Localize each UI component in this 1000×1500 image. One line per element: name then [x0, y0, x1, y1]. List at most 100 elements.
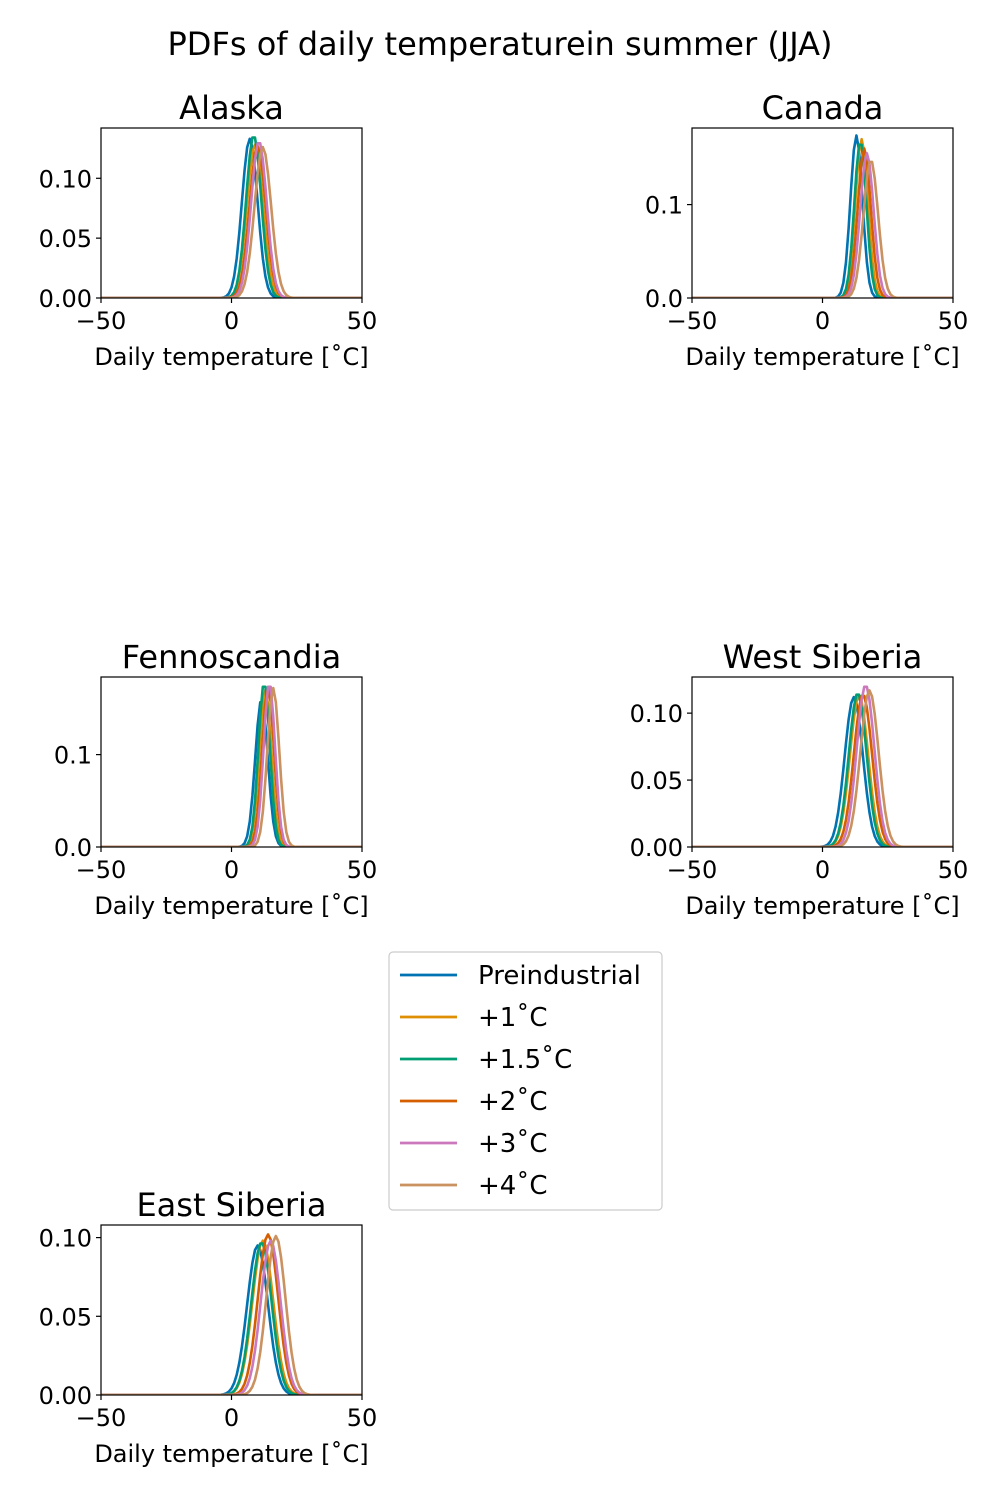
series-line-1-c — [101, 1239, 362, 1395]
x-tick-label: 0 — [224, 856, 239, 884]
panel-title: East Siberia — [136, 1186, 326, 1224]
x-tick-label: 50 — [347, 307, 378, 335]
series-line-preindustrial — [101, 701, 362, 847]
series-line-preindustrial — [101, 137, 362, 298]
panel-canada: Canada −50 0 50 0.0 0.1 Daily temperature [˚C] — [645, 89, 968, 371]
legend-item-1-5-c: +1.5˚C — [400, 1045, 572, 1075]
axes-frame — [691, 127, 954, 299]
series-line-2-c — [101, 1233, 362, 1395]
legend-label: Preindustrial — [478, 961, 641, 991]
y-tick-label: 0.0 — [54, 834, 92, 862]
x-tick-label: 50 — [938, 856, 969, 884]
series-group — [101, 136, 362, 298]
x-tick-label: 50 — [347, 1404, 378, 1432]
x-tick-label: −50 — [76, 1404, 127, 1432]
legend-item-1-c: +1˚C — [400, 1003, 547, 1033]
series-line-2-c — [101, 144, 362, 298]
legend-items: Preindustrial +1˚C +1.5˚C +2˚C +3˚C +4˚C — [400, 961, 641, 1201]
y-tick-label: 0.10 — [39, 1225, 92, 1253]
y-tick-label: 0.00 — [630, 834, 683, 862]
x-tick-label: 50 — [938, 307, 969, 335]
series-group — [692, 134, 953, 298]
y-tick-label: 0.1 — [645, 192, 683, 220]
y-tick-label: 0.05 — [39, 225, 92, 253]
legend-item-preindustrial: Preindustrial — [400, 961, 641, 991]
series-line-3-c — [101, 685, 362, 847]
series-line-1-c — [692, 694, 953, 847]
y-tick-label: 0.1 — [54, 742, 92, 770]
series-group — [692, 685, 953, 847]
series-line-preindustrial — [692, 695, 953, 847]
panel-title: West Siberia — [723, 638, 923, 676]
panel-title: Alaska — [179, 89, 284, 127]
series-group — [101, 685, 362, 847]
axes-frame — [691, 676, 954, 848]
series-line-4-c — [692, 689, 953, 847]
legend-label: +3˚C — [478, 1129, 547, 1159]
legend-label: +2˚C — [478, 1087, 547, 1117]
series-line-1-5-c — [101, 1242, 362, 1395]
legend-item-2-c: +2˚C — [400, 1087, 547, 1117]
panel-title: Canada — [762, 89, 884, 127]
y-tick-label: 0.05 — [630, 767, 683, 795]
series-line-1-c — [101, 688, 362, 847]
axes-frame — [100, 676, 363, 848]
series-line-1-c — [692, 137, 953, 298]
series-group — [101, 1233, 362, 1395]
legend-frame — [388, 951, 663, 1211]
series-line-preindustrial — [101, 1244, 362, 1395]
x-tick-label: 0 — [815, 856, 830, 884]
series-line-4-c — [101, 145, 362, 298]
x-tick-label: −50 — [667, 856, 718, 884]
x-tick-label: −50 — [76, 307, 127, 335]
axes-frame — [100, 1224, 363, 1396]
series-line-1-c — [101, 143, 362, 298]
series-line-4-c — [692, 160, 953, 298]
series-line-2-c — [692, 694, 953, 847]
series-line-1-5-c — [101, 136, 362, 298]
series-line-3-c — [101, 1239, 362, 1395]
panel-alaska: Alaska −50 0 50 0.00 0.05 0.10 Daily temperatur… — [39, 89, 378, 371]
panel-fennoscandia: Fennoscandia −50 0 50 0.0 0.1 Daily temperatur… — [54, 638, 377, 920]
x-axis-label: Daily temperature [˚C] — [94, 1440, 368, 1468]
legend-item-3-c: +3˚C — [400, 1129, 547, 1159]
legend: Preindustrial +1˚C +1.5˚C +2˚C +3˚C +4˚C — [388, 951, 663, 1211]
x-tick-label: −50 — [76, 856, 127, 884]
series-line-preindustrial — [692, 134, 953, 298]
x-axis-label: Daily temperature [˚C] — [94, 892, 368, 920]
series-line-1-5-c — [692, 143, 953, 298]
figure-title: PDFs of daily temperaturein summer (JJA) — [168, 25, 833, 63]
legend-label: +1˚C — [478, 1003, 547, 1033]
series-line-3-c — [692, 685, 953, 847]
y-tick-label: 0.10 — [630, 700, 683, 728]
panel-title: Fennoscandia — [122, 638, 341, 676]
panel-west-siberia: West Siberia −50 0 50 0.00 0.05 0.10 Daily temp… — [630, 638, 969, 920]
x-tick-label: 50 — [347, 856, 378, 884]
series-line-3-c — [101, 142, 362, 298]
x-tick-label: 0 — [815, 307, 830, 335]
series-line-4-c — [101, 1234, 362, 1395]
y-tick-label: 0.05 — [39, 1303, 92, 1331]
x-tick-label: 0 — [224, 1404, 239, 1432]
legend-label: +1.5˚C — [478, 1045, 572, 1075]
series-line-2-c — [692, 147, 953, 298]
y-tick-label: 0.10 — [39, 165, 92, 193]
x-axis-label: Daily temperature [˚C] — [685, 343, 959, 371]
panel-east-siberia: East Siberia −50 0 50 0.00 0.05 0.10 Daily temp… — [39, 1186, 378, 1468]
y-tick-label: 0.0 — [645, 285, 683, 313]
series-line-3-c — [692, 151, 953, 298]
axes-frame — [100, 127, 363, 299]
x-tick-label: 0 — [224, 307, 239, 335]
x-tick-label: −50 — [667, 307, 718, 335]
series-line-4-c — [101, 686, 362, 847]
x-axis-label: Daily temperature [˚C] — [685, 892, 959, 920]
series-line-2-c — [101, 686, 362, 847]
legend-label: +4˚C — [478, 1171, 547, 1201]
legend-item-4-c: +4˚C — [400, 1171, 547, 1201]
series-line-1-5-c — [101, 685, 362, 847]
y-tick-label: 0.00 — [39, 1382, 92, 1410]
x-axis-label: Daily temperature [˚C] — [94, 343, 368, 371]
series-line-1-5-c — [692, 693, 953, 847]
